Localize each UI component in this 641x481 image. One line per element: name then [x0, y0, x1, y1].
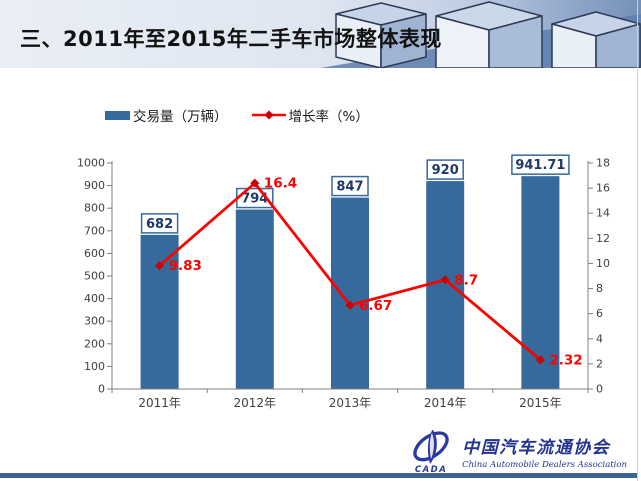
- left-axis-label: 700: [84, 224, 105, 237]
- legend-item-growth: 增长率（%）: [251, 105, 369, 125]
- right-axis-label: 4: [596, 332, 603, 345]
- right-axis-label: 8: [596, 282, 603, 295]
- bar-2015年: [521, 176, 560, 389]
- right-axis-label: 6: [596, 307, 603, 320]
- bar-value-label: 847: [336, 180, 363, 195]
- left-axis-label: 800: [84, 202, 105, 215]
- left-axis-label: 300: [84, 315, 105, 328]
- right-axis-label: 12: [596, 232, 610, 245]
- line-marker-diamond: [345, 300, 355, 310]
- line-marker-diamond: [440, 275, 450, 285]
- bar-value-label: 920: [432, 163, 459, 178]
- left-axis-label: 1000: [77, 157, 105, 170]
- line-value-label: 2.32: [549, 352, 582, 368]
- x-axis-category-label: 2014年: [424, 396, 467, 410]
- org-name-cn: 中国汽车流通协会: [462, 438, 611, 458]
- cada-logo-icon: [413, 429, 449, 464]
- bar-value-label: 682: [146, 217, 173, 232]
- right-axis-label: 0: [596, 383, 603, 396]
- x-axis-category-label: 2012年: [234, 396, 277, 410]
- cada-logo-acronym: CADA: [414, 465, 448, 475]
- right-axis-label: 16: [596, 182, 610, 195]
- legend-label-growth: 增长率（%）: [288, 109, 369, 125]
- slide-title: 三、2011年至2015年二手车市场整体表现: [20, 27, 442, 51]
- line-value-label: 9.83: [169, 258, 202, 274]
- header-cubes-decoration: [0, 0, 641, 68]
- bar-2013年: [331, 197, 369, 389]
- left-axis-label: 0: [98, 383, 105, 396]
- bar-value-box: [331, 175, 369, 197]
- axis-frame: [111, 161, 589, 390]
- line-marker-diamond: [535, 355, 545, 365]
- x-axis-category-label: 2011年: [138, 396, 181, 410]
- left-axis-label: 400: [84, 292, 105, 305]
- right-axis-label: 10: [596, 257, 610, 270]
- bar-value-box: [511, 154, 570, 175]
- left-axis-label: 500: [84, 270, 105, 283]
- slide-header: 三、2011年至2015年二手车市场整体表现: [0, 0, 641, 68]
- bar-series-swatch-icon: [105, 110, 130, 120]
- line-value-label: 6.67: [359, 298, 392, 314]
- bottom-accent-bar: [0, 473, 637, 478]
- left-axis-label: 200: [84, 337, 105, 350]
- legend-item-volume: 交易量（万辆）: [105, 105, 228, 125]
- chart-legend: 交易量（万辆） 增长率（%）: [105, 104, 369, 126]
- x-axis-category-label: 2015年: [519, 396, 562, 410]
- line-series-swatch-icon: [251, 110, 286, 120]
- bar-value-box: [426, 159, 464, 180]
- left-axis-label: 900: [84, 179, 105, 192]
- bar-value-label: 794: [241, 192, 268, 207]
- legend-label-volume: 交易量（万辆）: [133, 109, 228, 125]
- org-names: 中国汽车流通协会 China Automobile Dealers Associ…: [462, 433, 627, 470]
- slide-right-edge: [637, 0, 638, 481]
- bar-2012年: [235, 209, 274, 389]
- bar-value-label: 941.71: [515, 158, 565, 173]
- line-value-label: 16.4: [264, 176, 297, 192]
- bar-2011年: [140, 234, 179, 389]
- line-marker-diamond: [155, 261, 165, 271]
- cada-logo: CADA: [406, 428, 456, 475]
- org-name-en: China Automobile Dealers Association: [462, 460, 627, 470]
- right-axis-label: 18: [596, 157, 610, 170]
- footer: CADA 中国汽车流通协会 China Automobile Dealers A…: [406, 428, 627, 475]
- line-value-label: 8.7: [454, 272, 478, 288]
- line-marker-diamond: [250, 178, 260, 188]
- bar-value-box: [140, 213, 179, 234]
- left-axis-label: 100: [84, 360, 105, 373]
- bar-2014年: [426, 181, 465, 389]
- right-axis-label: 2: [596, 357, 603, 370]
- right-axis-label: 14: [596, 207, 610, 220]
- left-axis-label: 600: [84, 247, 105, 260]
- x-axis-category-label: 2013年: [329, 396, 372, 410]
